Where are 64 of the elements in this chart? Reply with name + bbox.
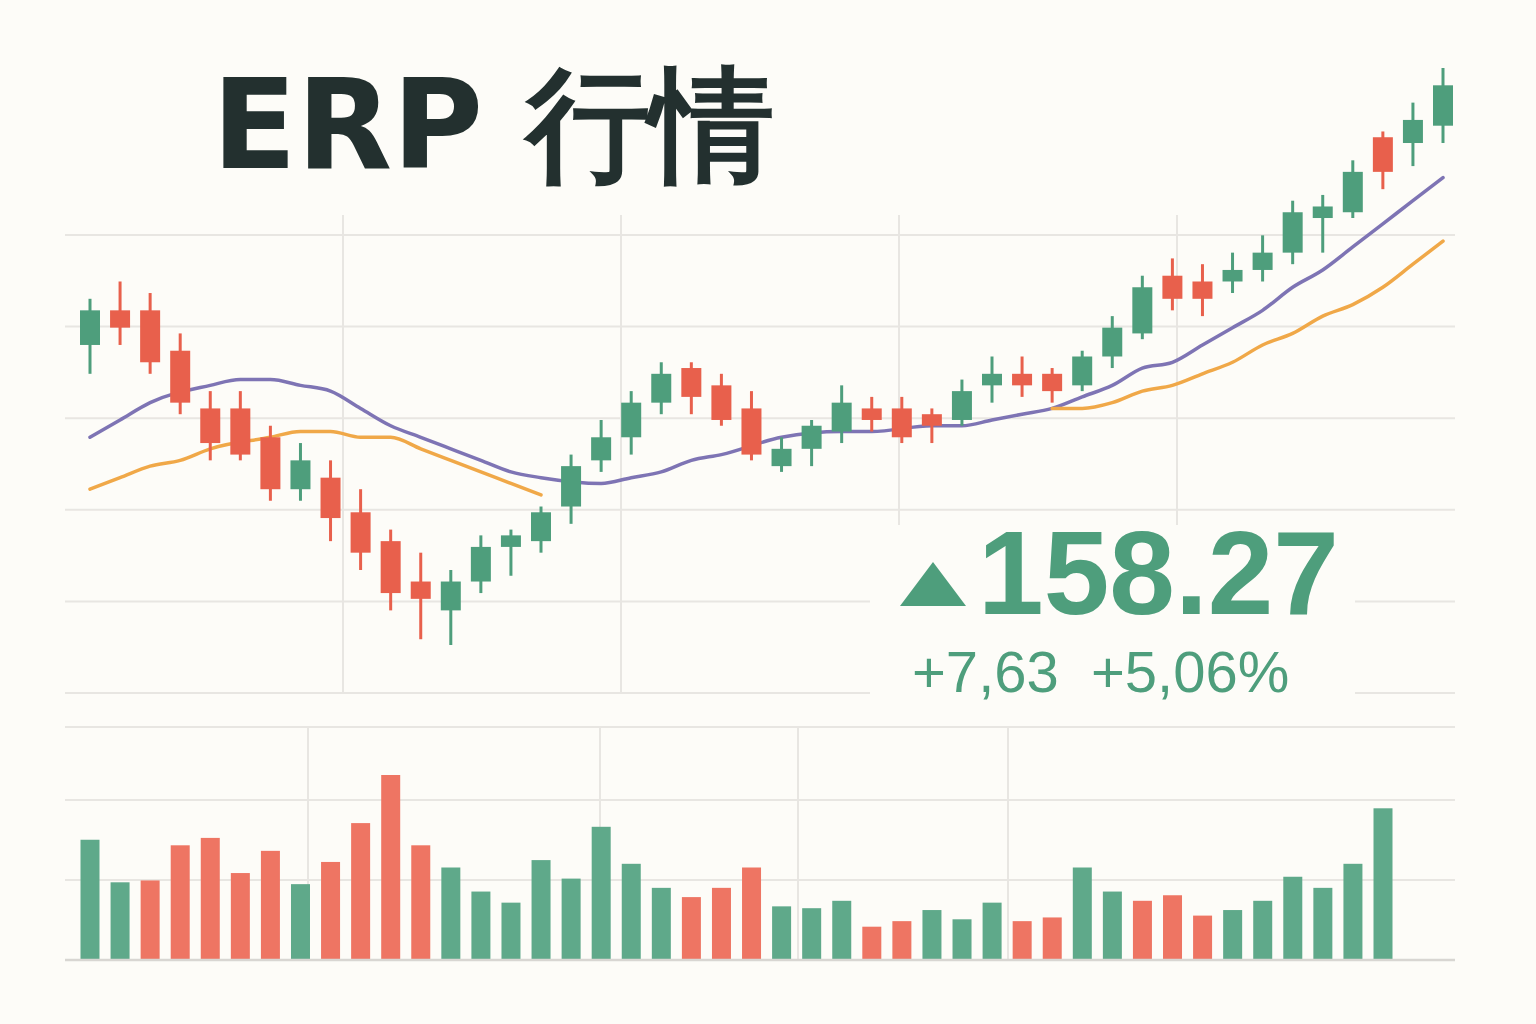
bar — [1193, 915, 1213, 960]
candlestick — [771, 437, 792, 472]
bar — [1102, 891, 1122, 960]
bar — [1072, 867, 1092, 960]
candlestick — [1312, 193, 1333, 253]
candlestick — [1222, 252, 1243, 294]
bar — [290, 884, 310, 960]
bar — [982, 902, 1002, 960]
candlestick — [1402, 102, 1423, 168]
candlestick — [1252, 235, 1273, 282]
bar — [832, 900, 852, 960]
bar — [1042, 917, 1062, 960]
bar — [1313, 887, 1333, 960]
bar — [681, 897, 701, 960]
candlestick — [591, 419, 612, 472]
bar — [80, 839, 100, 960]
bar — [1163, 895, 1183, 960]
bar — [170, 845, 190, 960]
candlestick — [1192, 264, 1213, 318]
candlestick — [861, 395, 882, 432]
bar — [591, 826, 611, 960]
bar — [952, 919, 972, 960]
bar — [200, 837, 220, 960]
candlestick — [801, 419, 822, 468]
bar — [892, 921, 912, 960]
candlestick — [1162, 258, 1183, 311]
candlestick — [410, 552, 431, 641]
bar — [711, 887, 731, 960]
bar — [351, 823, 371, 960]
candlestick — [500, 529, 521, 576]
bar — [441, 867, 461, 960]
bar — [531, 860, 551, 960]
chart-title: ERP 行情 — [212, 53, 775, 197]
bar — [651, 887, 671, 960]
bar — [1223, 910, 1243, 960]
bar — [1343, 863, 1363, 960]
bar — [471, 891, 491, 960]
bar — [110, 882, 130, 960]
bar — [260, 850, 280, 960]
candlestick — [1042, 368, 1063, 403]
bar — [922, 910, 942, 960]
candlestick — [110, 281, 131, 345]
bar — [1132, 900, 1152, 960]
bar — [230, 873, 250, 960]
annotation: 158.27 — [978, 507, 1339, 639]
bar — [1012, 921, 1032, 960]
bar — [140, 880, 160, 960]
bar — [772, 906, 792, 960]
candlestick — [1012, 356, 1033, 397]
bar — [802, 908, 822, 960]
bar — [561, 878, 581, 960]
bar — [742, 867, 762, 960]
bar — [321, 861, 341, 960]
bar — [621, 863, 641, 960]
bar — [411, 845, 431, 960]
candlestick — [921, 408, 942, 445]
bar — [1373, 808, 1393, 960]
bar — [862, 926, 882, 960]
candlestick — [982, 356, 1002, 403]
bar — [501, 902, 521, 960]
bar — [1253, 900, 1273, 960]
annotation: +7,63 +5,06% — [912, 639, 1290, 704]
bar — [1283, 876, 1303, 960]
bar — [381, 775, 401, 960]
